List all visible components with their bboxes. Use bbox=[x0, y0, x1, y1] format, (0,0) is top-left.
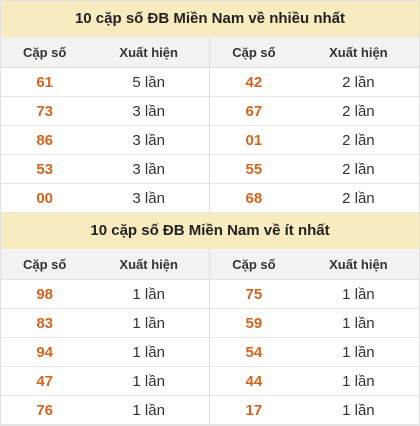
table-row: 98 1 lần bbox=[1, 280, 209, 309]
occurrence-count: 3 lần bbox=[132, 132, 165, 149]
table-row: 73 3 lần bbox=[1, 97, 209, 126]
right-column: Cặp số Xuất hiện 42 2 lần 67 2 lần 01 2 … bbox=[210, 37, 419, 213]
table-row: 54 1 lần bbox=[210, 338, 419, 367]
table-row: 17 1 lần bbox=[210, 396, 419, 425]
occurrence-count: 2 lần bbox=[342, 74, 375, 91]
table-row: 42 2 lần bbox=[210, 68, 419, 97]
header-count: Xuất hiện bbox=[329, 45, 388, 60]
table-row: 83 1 lần bbox=[1, 309, 209, 338]
table-row: 53 3 lần bbox=[1, 155, 209, 184]
pair-number: 98 bbox=[36, 286, 54, 303]
pair-number: 75 bbox=[245, 286, 263, 303]
occurrence-count: 2 lần bbox=[342, 132, 375, 149]
header-count: Xuất hiện bbox=[329, 257, 388, 272]
pair-number: 86 bbox=[36, 132, 54, 149]
occurrence-count: 1 lần bbox=[342, 286, 375, 303]
header-pair: Cặp số bbox=[23, 257, 67, 272]
pair-number: 59 bbox=[245, 315, 263, 332]
occurrence-count: 3 lần bbox=[132, 190, 165, 207]
pair-number: 94 bbox=[36, 344, 54, 361]
pair-number: 42 bbox=[245, 74, 263, 91]
table-row: 47 1 lần bbox=[1, 367, 209, 396]
section-title: 10 cặp số ĐB Miền Nam về nhiều nhất bbox=[1, 1, 419, 37]
occurrence-count: 1 lần bbox=[132, 402, 165, 419]
table-row: 75 1 lần bbox=[210, 280, 419, 309]
pair-number: 01 bbox=[245, 132, 263, 149]
table-row: 59 1 lần bbox=[210, 309, 419, 338]
table-header-row: Cặp số Xuất hiện bbox=[210, 37, 419, 68]
right-column: Cặp số Xuất hiện 75 1 lần 59 1 lần 54 1 … bbox=[210, 249, 419, 425]
header-count: Xuất hiện bbox=[119, 257, 178, 272]
pair-number: 68 bbox=[245, 190, 263, 207]
table-row: 86 3 lần bbox=[1, 126, 209, 155]
header-count: Xuất hiện bbox=[119, 45, 178, 60]
most-frequent-table: Cặp số Xuất hiện 61 5 lần 73 3 lần 86 3 … bbox=[1, 37, 419, 213]
occurrence-count: 1 lần bbox=[342, 315, 375, 332]
table-row: 55 2 lần bbox=[210, 155, 419, 184]
table-row: 76 1 lần bbox=[1, 396, 209, 425]
table-header-row: Cặp số Xuất hiện bbox=[1, 37, 209, 68]
table-row: 01 2 lần bbox=[210, 126, 419, 155]
occurrence-count: 1 lần bbox=[342, 373, 375, 390]
header-pair: Cặp số bbox=[232, 257, 276, 272]
pair-number: 73 bbox=[36, 103, 54, 120]
table-row: 44 1 lần bbox=[210, 367, 419, 396]
occurrence-count: 1 lần bbox=[132, 344, 165, 361]
table-row: 67 2 lần bbox=[210, 97, 419, 126]
occurrence-count: 2 lần bbox=[342, 190, 375, 207]
pair-number: 55 bbox=[245, 161, 263, 178]
table-row: 00 3 lần bbox=[1, 184, 209, 213]
table-row: 94 1 lần bbox=[1, 338, 209, 367]
pair-number: 00 bbox=[36, 190, 54, 207]
pair-number: 17 bbox=[245, 402, 263, 419]
occurrence-count: 3 lần bbox=[132, 103, 165, 120]
occurrence-count: 1 lần bbox=[342, 344, 375, 361]
occurrence-count: 1 lần bbox=[132, 315, 165, 332]
pair-number: 54 bbox=[245, 344, 263, 361]
occurrence-count: 1 lần bbox=[342, 402, 375, 419]
section-title: 10 cặp số ĐB Miền Nam về ít nhất bbox=[1, 213, 419, 249]
occurrence-count: 2 lần bbox=[342, 103, 375, 120]
least-frequent-section: 10 cặp số ĐB Miền Nam về ít nhất Cặp số … bbox=[1, 213, 419, 425]
table-row: 61 5 lần bbox=[1, 68, 209, 97]
table-header-row: Cặp số Xuất hiện bbox=[210, 249, 419, 280]
most-frequent-section: 10 cặp số ĐB Miền Nam về nhiều nhất Cặp … bbox=[1, 1, 419, 213]
pair-number: 44 bbox=[245, 373, 263, 390]
pair-number: 76 bbox=[36, 402, 54, 419]
left-column: Cặp số Xuất hiện 98 1 lần 83 1 lần 94 1 … bbox=[1, 249, 210, 425]
pair-number: 83 bbox=[36, 315, 54, 332]
occurrence-count: 3 lần bbox=[132, 161, 165, 178]
least-frequent-table: Cặp số Xuất hiện 98 1 lần 83 1 lần 94 1 … bbox=[1, 249, 419, 425]
occurrence-count: 2 lần bbox=[342, 161, 375, 178]
pair-number: 47 bbox=[36, 373, 54, 390]
occurrence-count: 5 lần bbox=[132, 74, 165, 91]
header-pair: Cặp số bbox=[23, 45, 67, 60]
table-row: 68 2 lần bbox=[210, 184, 419, 213]
pair-number: 67 bbox=[245, 103, 263, 120]
header-pair: Cặp số bbox=[232, 45, 276, 60]
occurrence-count: 1 lần bbox=[132, 373, 165, 390]
left-column: Cặp số Xuất hiện 61 5 lần 73 3 lần 86 3 … bbox=[1, 37, 210, 213]
pair-number: 61 bbox=[36, 74, 54, 91]
pair-number: 53 bbox=[36, 161, 54, 178]
table-header-row: Cặp số Xuất hiện bbox=[1, 249, 209, 280]
occurrence-count: 1 lần bbox=[132, 286, 165, 303]
